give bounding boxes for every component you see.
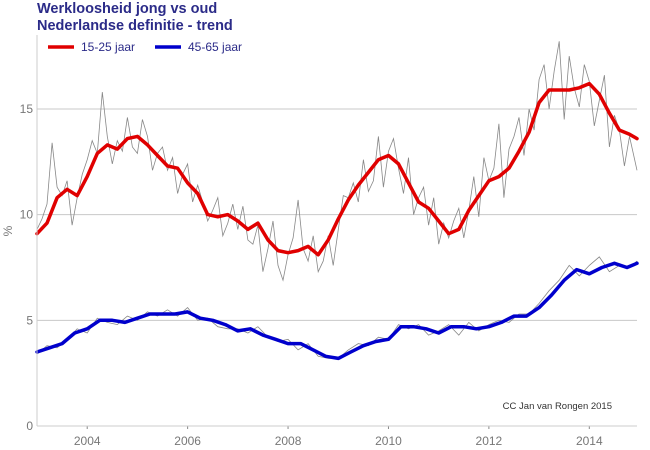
raw-series-line — [36, 41, 638, 282]
y-tick-label: 10 — [20, 208, 34, 222]
trend-series — [35, 81, 639, 361]
legend: 15-25 jaar 45-65 jaar — [48, 40, 242, 54]
trend-line-45-65-jaar — [35, 261, 639, 361]
x-tick-label: 2012 — [476, 434, 503, 448]
x-tick-label: 2008 — [275, 434, 302, 448]
legend-label: 15-25 jaar — [81, 40, 135, 54]
chart-title-line-2: Nederlandse definitie - trend — [37, 18, 233, 34]
trend-line-15-25-jaar — [35, 81, 639, 257]
axes: 0 5 10 15 2004 2006 2008 2010 2012 2014 — [20, 35, 637, 448]
x-tick-label: 2004 — [74, 434, 101, 448]
chart-title: Werkloosheid jong vs oud Nederlandse def… — [37, 1, 233, 35]
x-tick-label: 2006 — [174, 434, 201, 448]
legend-label: 45-65 jaar — [188, 40, 242, 54]
y-tick-label: 5 — [26, 313, 33, 327]
y-tick-label: 15 — [20, 102, 34, 116]
x-tick-label: 2010 — [375, 434, 402, 448]
y-axis-label: % — [1, 225, 15, 236]
chart-title-line-1: Werkloosheid jong vs oud — [37, 1, 218, 17]
y-tick-label: 0 — [26, 419, 33, 433]
x-tick-label: 2014 — [576, 434, 603, 448]
credit-text: CC Jan van Rongen 2015 — [503, 401, 612, 412]
